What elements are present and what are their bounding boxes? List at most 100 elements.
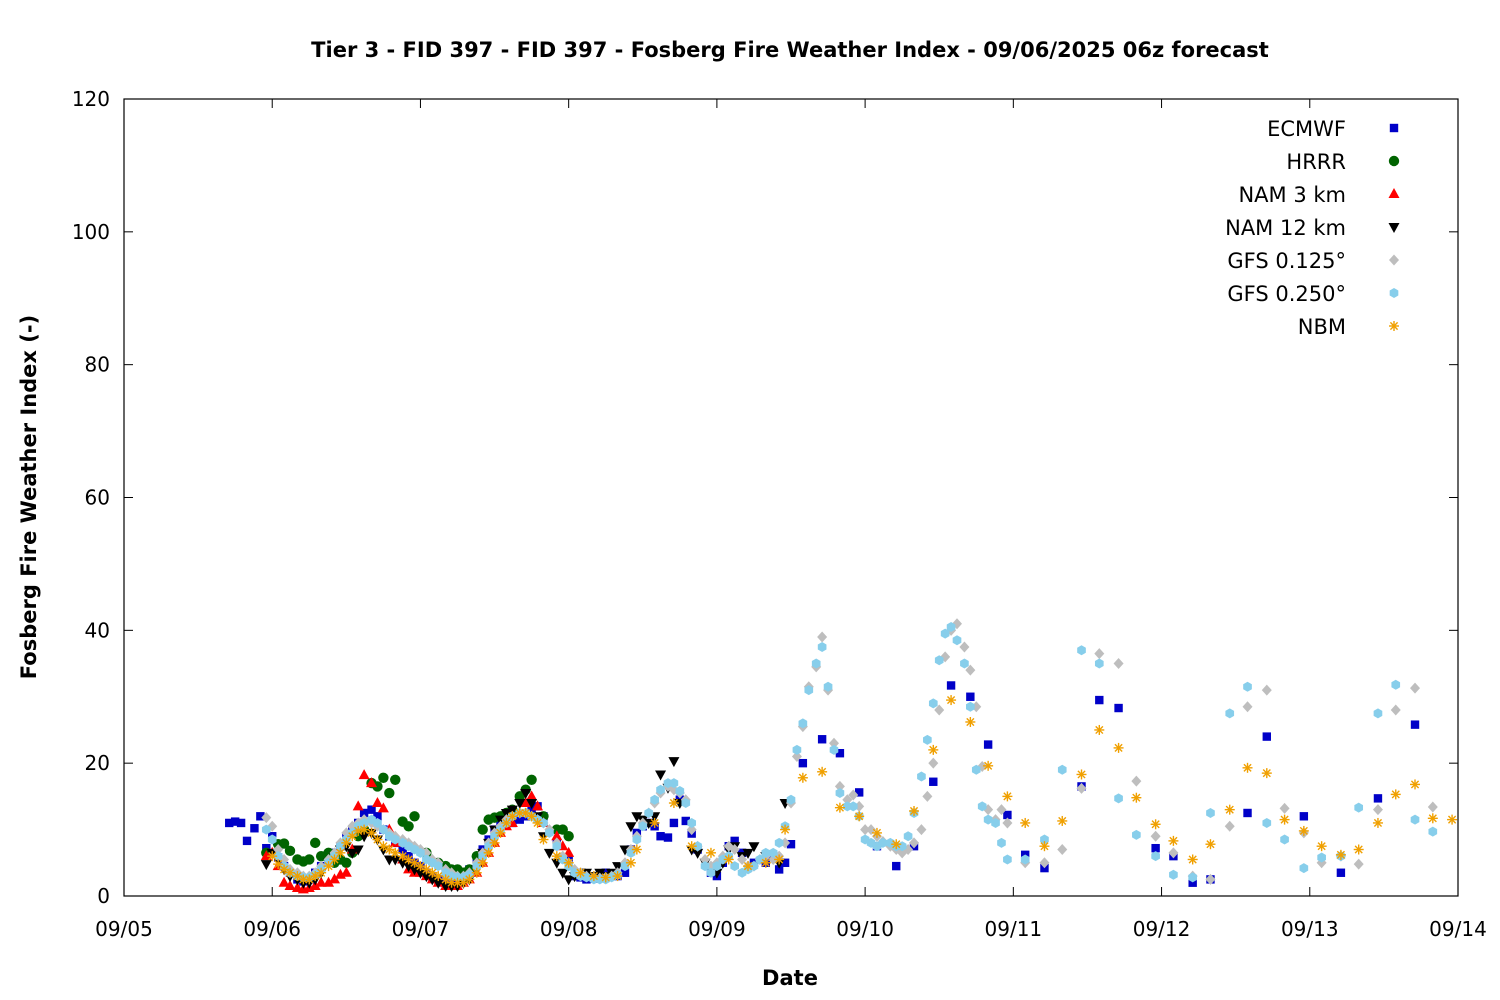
data-point-gfs-0-250 <box>626 847 636 858</box>
data-point-gfs-0-250 <box>903 831 913 842</box>
data-point-nam-12-km <box>389 855 401 866</box>
legend-marker-gfs-0-250 <box>1389 288 1399 298</box>
x-tick-label: 09/08 <box>540 917 598 941</box>
data-point-gfs-0-125 <box>860 824 871 836</box>
data-point-ecmwf <box>656 832 665 841</box>
data-point-ecmwf <box>1243 808 1252 818</box>
data-point-nam-3-km <box>278 876 290 887</box>
data-point-nam-3-km <box>371 797 383 808</box>
data-point-nam-3-km <box>526 790 538 801</box>
data-point-gfs-0-250 <box>1299 863 1309 874</box>
data-point-nbm <box>359 824 370 835</box>
data-point-gfs-0-250 <box>638 821 648 832</box>
data-point-nbm <box>1427 813 1438 824</box>
data-point-nbm <box>563 857 574 868</box>
data-point-gfs-0-250 <box>786 794 796 805</box>
data-point-ecmwf <box>398 845 407 854</box>
data-point-gfs-0-125 <box>1261 684 1272 696</box>
data-point-hrrr <box>310 837 321 849</box>
data-point-nbm <box>507 811 518 822</box>
data-point-gfs-0-250 <box>1188 872 1198 883</box>
data-point-nbm <box>780 824 791 835</box>
data-point-nam-3-km <box>551 830 563 841</box>
data-point-gfs-0-125 <box>817 631 828 643</box>
data-point-gfs-0-125 <box>996 804 1007 816</box>
data-point-nbm <box>871 827 882 838</box>
y-tick-label: 60 <box>85 486 110 510</box>
data-point-gfs-0-125 <box>1353 858 1364 870</box>
data-point-gfs-0-250 <box>712 861 722 872</box>
data-point-gfs-0-250 <box>484 841 493 852</box>
data-point-gfs-0-125 <box>737 853 748 865</box>
data-point-gfs-0-250 <box>1057 764 1067 775</box>
data-point-gfs-0-250 <box>675 786 685 797</box>
data-point-gfs-0-250 <box>997 837 1006 848</box>
data-point-hrrr <box>390 774 401 785</box>
data-point-gfs-0-250 <box>359 817 369 828</box>
data-point-nbm <box>1187 854 1198 865</box>
data-point-nbm <box>631 844 642 855</box>
data-point-nam-3-km <box>284 880 296 891</box>
data-point-nbm <box>760 857 771 868</box>
data-point-ecmwf <box>966 692 975 701</box>
data-point-nbm <box>625 857 636 868</box>
legend-label-gfs-0-250: GFS 0.250° <box>1227 282 1346 306</box>
data-point-nam-12-km <box>543 848 555 859</box>
data-point-gfs-0-250 <box>829 744 839 755</box>
data-point-nam-12-km <box>403 862 415 873</box>
data-point-ecmwf <box>1299 812 1309 821</box>
data-point-ecmwf <box>780 858 790 867</box>
data-point-nbm <box>1353 844 1364 855</box>
data-point-ecmwf <box>835 749 845 758</box>
data-point-nbm <box>1410 779 1421 790</box>
data-point-gfs-0-250 <box>928 698 938 709</box>
data-point-nam-3-km <box>377 802 389 813</box>
data-point-gfs-0-250 <box>478 851 488 862</box>
data-point-gfs-0-125 <box>1113 658 1124 670</box>
data-point-gfs-0-250 <box>632 834 642 845</box>
data-point-gfs-0-250 <box>1077 645 1086 656</box>
y-tick-label: 120 <box>72 87 110 111</box>
data-point-nbm <box>471 867 482 878</box>
data-point-gfs-0-250 <box>1114 793 1123 804</box>
data-point-gfs-0-250 <box>917 771 926 782</box>
data-point-gfs-0-125 <box>1057 844 1068 856</box>
y-tick-label: 20 <box>85 751 110 775</box>
data-point-hrrr <box>409 811 420 822</box>
data-point-nbm <box>1261 768 1272 779</box>
data-point-nbm <box>1020 817 1031 828</box>
data-point-nbm <box>965 716 976 727</box>
data-point-gfs-0-250 <box>952 635 962 646</box>
data-point-gfs-0-250 <box>472 861 482 872</box>
data-point-nbm <box>483 847 494 858</box>
data-point-nam-12-km <box>500 808 512 819</box>
legend-label-hrrr: HRRR <box>1286 150 1346 174</box>
data-point-nbm <box>372 834 383 845</box>
data-point-nbm <box>774 854 785 865</box>
data-point-gfs-0-250 <box>1354 802 1364 813</box>
data-point-ecmwf <box>854 788 864 797</box>
data-point-nbm <box>1447 814 1458 825</box>
data-point-gfs-0-250 <box>261 824 271 835</box>
data-point-ecmwf <box>1095 695 1104 705</box>
data-point-nbm <box>575 867 586 878</box>
legend-label-ecmwf: ECMWF <box>1267 117 1346 141</box>
data-point-gfs-0-250 <box>490 831 499 842</box>
data-point-gfs-0-125 <box>959 641 970 653</box>
data-point-hrrr <box>403 821 414 832</box>
data-point-ecmwf <box>946 681 956 690</box>
data-point-nbm <box>433 871 444 882</box>
data-point-nam-3-km <box>352 800 364 811</box>
data-point-gfs-0-250 <box>768 847 778 858</box>
data-point-gfs-0-250 <box>878 837 888 848</box>
data-point-gfs-0-250 <box>940 628 950 639</box>
data-point-nbm <box>705 847 716 858</box>
data-point-nbm <box>686 841 697 852</box>
data-point-gfs-0-250 <box>1391 679 1401 690</box>
legend-marker-nam-12-km <box>1388 223 1400 233</box>
legend-label-nam-12-km: NAM 12 km <box>1225 216 1346 240</box>
data-point-nam-12-km <box>260 860 272 871</box>
data-point-nam-12-km <box>742 848 754 859</box>
data-point-gfs-0-250 <box>390 834 400 845</box>
data-point-ecmwf <box>1003 810 1012 820</box>
